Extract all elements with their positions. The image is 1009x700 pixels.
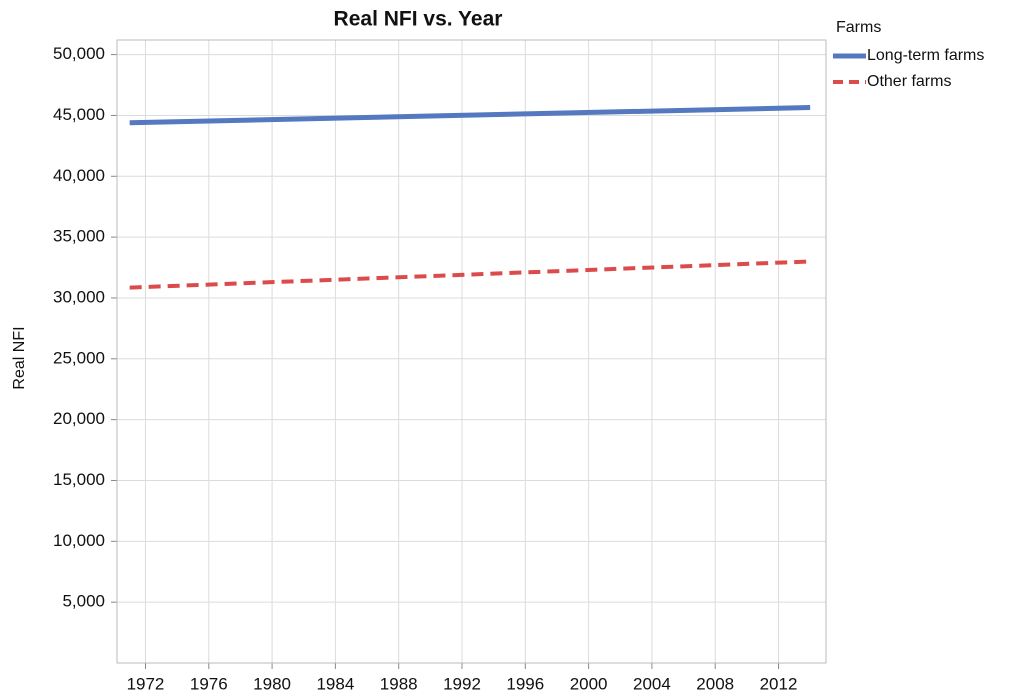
chart-title: Real NFI vs. Year [334,8,503,31]
y-tick-label: 5,000 [62,592,105,611]
x-tick-label: 1976 [190,674,228,693]
plot-frame [116,39,827,664]
legend-label: Long-term farms [867,47,984,64]
legend-label: Other farms [867,73,951,90]
x-tick-label: 1980 [253,674,291,693]
y-tick-label: 15,000 [53,470,105,489]
series-line [129,259,811,290]
y-axis-label: Real NFI [11,326,28,389]
x-tick-label: 2000 [570,674,608,693]
y-tick-label: 10,000 [53,531,105,550]
x-tick-label: 1996 [506,674,544,693]
x-tick-label: 1988 [380,674,418,693]
x-tick-label: 2012 [760,674,798,693]
y-tick-label: 20,000 [53,409,105,428]
x-tick-label: 2004 [633,674,671,693]
x-tick-label: 1992 [443,674,481,693]
series-line [129,105,811,126]
y-tick-label: 40,000 [53,166,105,185]
x-tick-label: 1984 [316,674,354,693]
y-tick-label: 45,000 [53,105,105,124]
y-tick-label: 25,000 [53,348,105,367]
y-tick-label: 50,000 [53,44,105,63]
x-tick-label: 1972 [127,674,165,693]
y-tick-label: 35,000 [53,227,105,246]
legend-title: Farms [836,19,881,36]
y-tick-label: 30,000 [53,287,105,306]
x-tick-label: 2008 [696,674,734,693]
